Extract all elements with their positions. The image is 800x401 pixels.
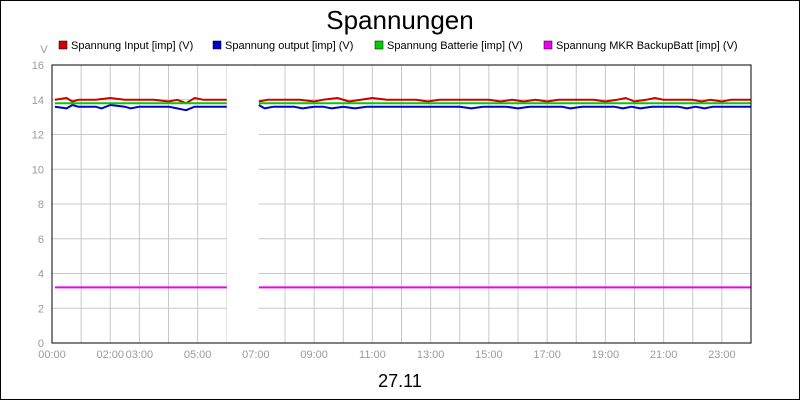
legend-swatch (543, 40, 553, 50)
x-tick-label: 21:00 (650, 349, 678, 361)
gridlines (51, 64, 752, 344)
legend-swatch (374, 40, 384, 50)
plot-area (51, 64, 752, 344)
x-tick-label: 17:00 (533, 349, 561, 361)
y-tick-label: 8 (38, 199, 44, 211)
x-tick-label: 05:00 (184, 349, 212, 361)
legend-entry: Spannung Batterie [imp] (V) (387, 40, 523, 52)
series-line-2 (258, 104, 751, 110)
y-tick-label: 2 (38, 303, 44, 315)
legend: Spannung Input [imp] (V) Spannung output … (58, 40, 738, 52)
series-lines (54, 97, 751, 289)
x-axis-ticks: 00:00 02:00 03:00 05:00 07:00 09:00 11:00 13:00… (38, 349, 735, 361)
series-line-1 (258, 97, 751, 103)
x-tick-label: 02:00 (96, 349, 124, 361)
y-tick-label: 10 (32, 164, 44, 176)
y-tick-label: 6 (38, 234, 44, 246)
x-tick-label: 15:00 (475, 349, 503, 361)
x-tick-label: 03:00 (126, 349, 154, 361)
x-tick-label: 23:00 (708, 349, 736, 361)
y-tick-label: 12 (32, 130, 44, 142)
x-tick-label: 09:00 (300, 349, 328, 361)
x-tick-label: 11:00 (359, 349, 386, 361)
x-tick-label: 13:00 (417, 349, 445, 361)
series-line-2 (54, 104, 227, 112)
x-tick-label: 19:00 (592, 349, 620, 361)
y-tick-label: 16 (32, 60, 44, 72)
y-tick-label: 14 (32, 95, 44, 107)
series-line-1 (54, 97, 227, 105)
x-tick-label: 00:00 (38, 349, 66, 361)
x-axis-label: 27.11 (378, 371, 422, 391)
legend-entry: Spannung MKR BackupBatt [imp] (V) (556, 40, 738, 52)
y-tick-label: 0 (38, 338, 44, 350)
y-axis-ticks: 0 2 4 6 8 10 12 14 16 (32, 60, 44, 350)
chart-title: Spannungen (326, 5, 473, 35)
x-tick-label: 07:00 (242, 349, 270, 361)
legend-entry: Spannung Input [imp] (V) (71, 40, 193, 52)
legend-swatch (212, 40, 222, 50)
y-tick-label: 4 (38, 269, 44, 281)
data-gap (226, 66, 259, 343)
legend-entry: Spannung output [imp] (V) (225, 40, 353, 52)
y-axis-label: V (40, 44, 48, 56)
legend-swatch (58, 40, 68, 50)
